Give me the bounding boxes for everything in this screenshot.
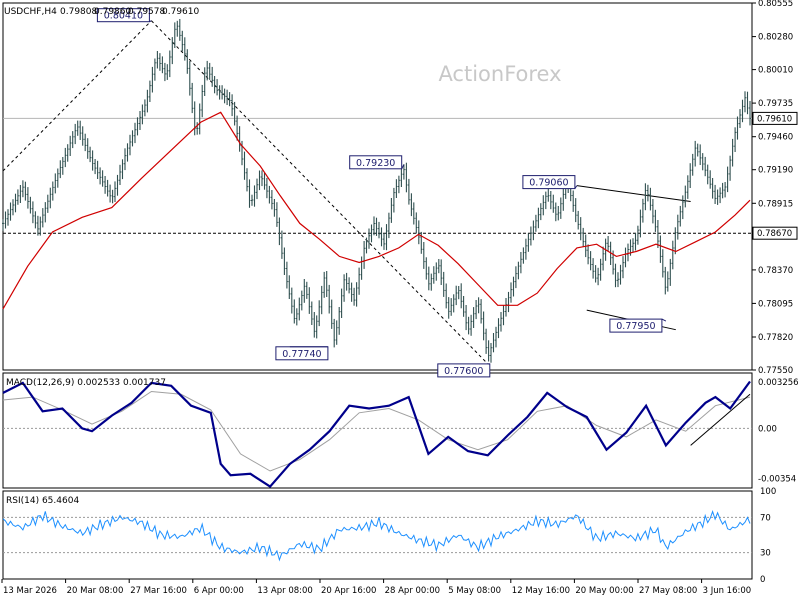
annotation-box (437, 363, 491, 378)
annotation-label: 0.77600 (444, 366, 483, 377)
annotation-0-79230: 0.79230 (349, 155, 405, 170)
time-tick-label: 20 May 00:00 (575, 586, 633, 596)
time-tick-label: 20 Apr 16:00 (321, 586, 376, 596)
annotation-leader (661, 318, 667, 322)
macd-panel: 0.003256 0.00 -0.00354 (2, 378, 799, 489)
time-axis: 13 Mar 2026 20 Mar 08:00 27 Mar 16:00 6 Apr… (1, 579, 752, 596)
annotation-0-77950: 0.77950 (609, 318, 667, 333)
reference-level-tag-text: 0.78670 (757, 229, 792, 239)
annotation-label: 0.79230 (356, 158, 395, 169)
price-axis: 0.80555 0.80280 0.80010 0.79735 0.79460 0.791… (752, 0, 798, 376)
rsi-tick-label: 70 (760, 513, 771, 523)
ohlc-close: 0.79610 (162, 7, 199, 17)
annotation-0-77740: 0.77740 (275, 346, 329, 361)
time-tick-label: 6 Apr 00:00 (194, 586, 244, 596)
price-tick-label: 0.78095 (758, 299, 793, 309)
rsi-panel-frame (2, 490, 753, 580)
price-panel-frame (2, 2, 753, 371)
ohlc-low: 0.79578 (128, 7, 165, 17)
annotation-leader (149, 20, 152, 23)
macd-signal-line (2, 390, 751, 472)
trendline-3 (576, 185, 691, 202)
current-price-tag: 0.79610 (752, 111, 798, 125)
reference-level-tag: 0.78670 (752, 226, 798, 240)
rsi-line (2, 510, 751, 562)
rsi-panel: 100 70 30 0 (2, 487, 776, 585)
time-tick-label: 27 Mar 16:00 (130, 586, 187, 596)
annotation-0-80410: 0.80410 (96, 8, 152, 23)
price-tick-label: 0.79460 (758, 133, 793, 143)
price-bars (2, 19, 751, 363)
watermark: ActionForex (438, 62, 561, 86)
macd-trendline (690, 393, 751, 446)
price-tick-label: 0.79735 (758, 99, 793, 109)
reference-level-tag-box (752, 226, 798, 240)
macd-label: MACD(12,26,9) 0.002533 0.001737 (6, 378, 166, 388)
price-tick-label: 0.80010 (758, 66, 793, 76)
price-tick-label: 0.79190 (758, 166, 793, 176)
annotation-box (609, 318, 663, 333)
annotation-box (96, 8, 150, 23)
price-tick-label: 0.78370 (758, 266, 793, 276)
annotation-box (349, 155, 403, 170)
annotation-label: 0.77950 (616, 321, 655, 332)
current-price-tag-text: 0.79610 (757, 114, 792, 124)
trendline-1 (2, 20, 152, 172)
annotation-leader (574, 185, 578, 189)
annotation-label: 0.79060 (529, 178, 568, 189)
annotation-label: 0.77740 (282, 349, 321, 360)
annotation-box (522, 175, 576, 190)
moving-average-line (2, 111, 751, 310)
time-tick-label: 27 May 08:00 (639, 586, 697, 596)
rsi-tick-label: 100 (760, 487, 776, 497)
time-tick-label: 13 Mar 2026 (3, 586, 57, 596)
time-tick-label: 20 Mar 08:00 (67, 586, 124, 596)
time-tick-label: 5 May 08:00 (448, 586, 501, 596)
price-tick-label: 0.77820 (758, 333, 793, 343)
price-series (2, 19, 751, 363)
current-price-tag-box (752, 111, 798, 125)
symbol-label: USDCHF,H4 (4, 7, 57, 17)
rsi-label: RSI(14) 65.4604 (6, 496, 79, 506)
ohlc-high: 0.79860 (94, 7, 131, 17)
time-tick-label: 3 Jun 16:00 (703, 586, 752, 596)
macd-tick-label: 0.00 (758, 424, 777, 434)
annotation-label: 0.80410 (104, 11, 143, 22)
price-tick-label: 0.80555 (758, 0, 793, 9)
price-tick-label: 0.80280 (758, 33, 793, 43)
annotation-0-77600: 0.77600 (437, 363, 491, 378)
macd-panel-frame (2, 372, 753, 489)
time-tick-label: 13 Apr 08:00 (257, 586, 312, 596)
macd-main-line (2, 380, 751, 489)
annotation-leader (401, 164, 405, 170)
rsi-tick-label: 30 (760, 549, 771, 559)
macd-tick-label: -0.00354 (758, 475, 796, 485)
ohlc-open: 0.79808 (60, 7, 97, 17)
price-tick-label: 0.78915 (758, 199, 793, 209)
rsi-tick-label: 0 (760, 575, 765, 585)
macd-tick-label: 0.003256 (758, 378, 799, 388)
price-tick-label: 0.77550 (758, 366, 793, 376)
time-tick-label: 28 Apr 00:00 (385, 586, 440, 596)
price-annotations: 0.80410 0.77740 0.79230 0.77600 0.79060 0.779… (96, 8, 667, 378)
panel-frames (2, 2, 753, 580)
time-tick-label: 12 May 16:00 (512, 586, 570, 596)
reference-lines (3, 117, 752, 234)
annotation-0-79060: 0.79060 (522, 175, 578, 190)
